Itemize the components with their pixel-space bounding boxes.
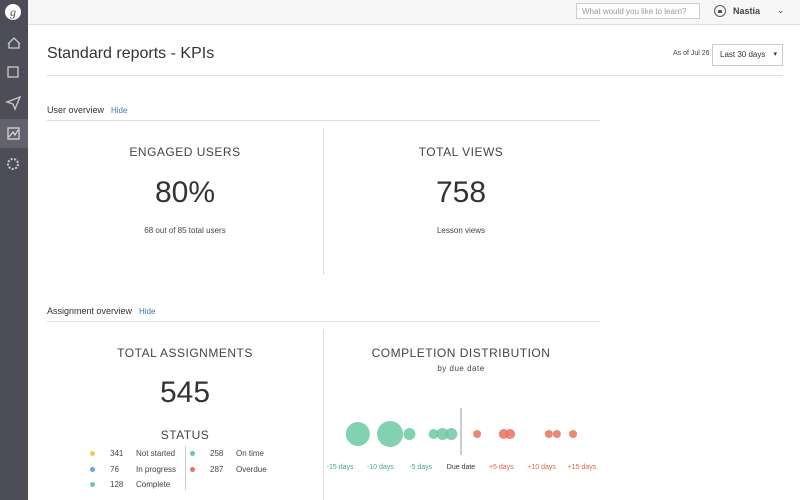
card-title: TOTAL VIEWS [418,145,504,159]
bubble [544,430,553,438]
range-dropdown[interactable]: Last 30 days ▾ [712,44,783,66]
bubble [445,428,458,440]
card-divider [323,128,324,275]
status-dot [90,451,95,456]
status-value: 287 [210,464,224,474]
status-label: On time [236,449,265,458]
logo[interactable] [5,4,21,20]
status-label: Overdue [236,464,267,474]
section-title: Assignment overview [47,306,133,316]
divider [47,321,600,322]
x-tick-label: +5 days [489,464,514,471]
card-value: 758 [435,176,487,209]
card-caption: Lesson views [436,226,486,235]
sidebar-icons: g [0,4,28,170]
x-tick-label: Due date [447,464,476,471]
status-value: 341 [110,449,124,458]
x-tick-label: +15 days [568,464,597,471]
status-label: Not started [136,449,176,458]
lock-icon [714,5,726,17]
x-tick-label: -5 days [409,464,432,471]
sidebar [0,0,28,500]
card-value: 80% [154,176,216,209]
settings-icon[interactable] [7,158,19,170]
status-dot [90,482,95,487]
bubble [569,430,578,438]
bubble [345,422,370,446]
divider [47,120,600,121]
search-box[interactable]: What would you like to learn? [576,3,700,19]
status-divider [185,446,186,490]
bubble [505,429,516,439]
x-tick-label: -15 days [327,464,354,471]
logo-mark: g [10,5,16,19]
status-dot [190,466,195,472]
send-icon[interactable] [5,95,22,111]
status-dot [190,451,195,456]
section-title: User overview [47,105,105,115]
status-label: In progress [136,464,177,474]
status-value: 76 [110,464,119,474]
card-value: 545 [159,376,211,409]
bubble-chart: -15 days -10 days -5 days Due date +5 days +1… [327,408,597,471]
bubble [403,428,416,440]
user-menu-caret[interactable]: ⌄ [777,5,785,15]
card-caption: 68 out of 85 total users [144,226,226,235]
bubble [552,430,561,438]
card-title: TOTAL ASSIGNMENTS [117,346,253,360]
home-icon[interactable] [7,37,21,49]
status-title: STATUS [160,428,210,442]
reports-icon[interactable] [7,127,20,140]
status-dot [90,466,95,472]
page-title: Standard reports - KPIs [47,45,215,62]
chart-title: COMPLETION DISTRIBUTION [371,346,551,360]
chart-subtitle: by due date [437,364,485,373]
card-divider [323,329,324,500]
bubble [473,430,482,438]
divider [47,75,783,76]
bubble [377,421,404,447]
card-title: ENGAGED USERS [129,145,241,159]
status-value: 128 [110,480,124,489]
x-tick-label: -10 days [367,464,394,471]
status-value: 258 [210,449,224,458]
bubble [436,428,449,440]
bubble [428,429,439,439]
as-of: As of Jul 26 [673,50,710,57]
edit-icon[interactable] [7,66,19,78]
user-name[interactable]: Nastia [733,6,761,16]
x-tick-label: +10 days [527,464,556,471]
hide-link[interactable]: Hide [111,106,128,115]
range-label: Last 30 days [720,50,766,59]
hide-link[interactable]: Hide [139,307,156,316]
dropdown-caret: ▾ [773,51,777,58]
status-label: Complete [136,480,171,489]
